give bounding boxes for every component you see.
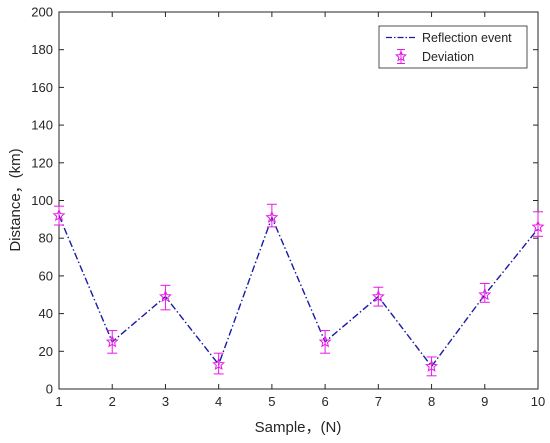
x-tick-label: 3: [162, 394, 169, 409]
x-tick-label: 6: [321, 394, 328, 409]
deviation-star-marker: [371, 289, 385, 303]
x-tick-label: 4: [215, 394, 222, 409]
y-tick-label: 160: [31, 80, 53, 95]
y-axis-ticks: 0 20 40 60 80 100 120 140 160 180 200: [31, 5, 538, 397]
deviation-star-marker: [212, 357, 226, 370]
marker-layer: [52, 203, 545, 377]
deviation-star-marker: [425, 359, 439, 372]
legend-label-deviation: Deviation: [422, 50, 474, 64]
deviation-star-marker: [105, 335, 119, 348]
deviation-star-marker: [531, 220, 545, 233]
y-tick-label: 40: [39, 306, 53, 321]
x-tick-label: 9: [481, 394, 488, 409]
x-tick-label: 2: [109, 394, 116, 409]
legend-label-reflection-event: Reflection event: [422, 31, 512, 45]
y-tick-label: 140: [31, 118, 53, 133]
reflection-event-line: [58, 215, 539, 368]
y-tick-label: 200: [31, 5, 53, 20]
y-tick-label: 100: [31, 193, 53, 208]
x-axis-ticks: 1 2 3 4 5 6 7 8 9 10: [55, 12, 545, 409]
y-tick-label: 80: [39, 231, 53, 246]
x-tick-label: 5: [268, 394, 275, 409]
legend: Reflection event Deviation: [378, 25, 528, 69]
series-layer: [58, 215, 539, 368]
y-tick-label: 180: [31, 42, 53, 57]
y-tick-label: 120: [31, 155, 53, 170]
legend-star-marker: [395, 50, 407, 62]
y-axis-label: Distance，(km): [7, 148, 24, 251]
deviation-star-marker: [158, 289, 172, 303]
legend-box: [378, 25, 528, 69]
deviation-star-marker: [478, 287, 492, 301]
x-tick-label: 10: [531, 394, 545, 409]
deviation-star-marker: [318, 335, 332, 348]
y-tick-label: 0: [46, 382, 53, 397]
y-tick-label: 60: [39, 268, 53, 283]
x-tick-label: 8: [428, 394, 435, 409]
deviation-star-marker: [52, 208, 66, 222]
plot-area: [58, 11, 539, 390]
deviation-star-marker: [265, 210, 279, 223]
legend-marker-swatch: [395, 49, 407, 64]
x-tick-label: 7: [375, 394, 382, 409]
x-tick-label: 1: [55, 394, 62, 409]
x-axis-label: Sample，(N): [255, 419, 342, 436]
y-tick-label: 20: [39, 344, 53, 359]
